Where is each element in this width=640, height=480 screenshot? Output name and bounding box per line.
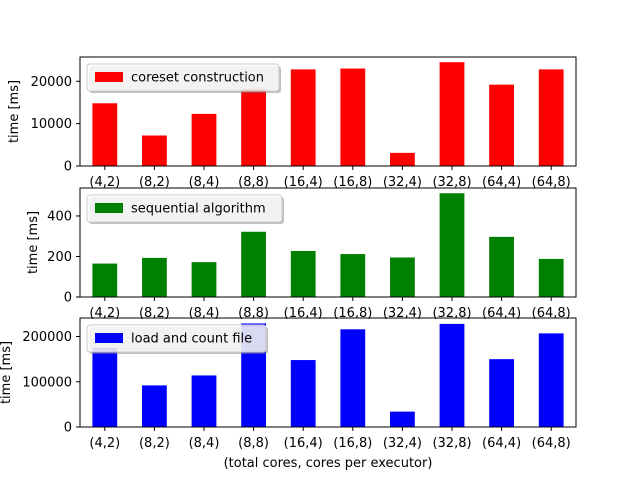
- bar-64-4: [489, 84, 514, 166]
- legend-box: [86, 63, 280, 92]
- bar-32-4: [390, 152, 415, 166]
- x-tick-label: (8,2): [139, 306, 170, 321]
- x-tick-label: (16,4): [284, 175, 323, 190]
- x-tick-label: (8,2): [139, 175, 170, 190]
- bar-32-8: [439, 193, 465, 297]
- x-tick-label: (4,2): [89, 175, 120, 190]
- x-tick-label: (32,4): [383, 175, 422, 190]
- legend-swatch: [95, 72, 123, 82]
- y-axis-label: time [ms]: [7, 80, 22, 143]
- bar-64-4: [489, 359, 514, 427]
- legend: sequential algorithm: [86, 194, 284, 224]
- bar-16-8: [340, 254, 366, 297]
- bar-8-8: [241, 88, 266, 166]
- x-tick-label: (32,8): [432, 175, 471, 190]
- legend-box: [86, 324, 267, 353]
- bar-4-2: [92, 347, 118, 427]
- x-tick-label: (16,8): [333, 306, 372, 321]
- x-tick-label: (8,4): [189, 175, 220, 190]
- legend-swatch: [95, 333, 123, 343]
- bar-64-4: [489, 236, 514, 297]
- y-tick-label: 10000: [31, 117, 72, 132]
- bar-32-4: [390, 257, 415, 297]
- x-tick-label: (64,4): [482, 175, 521, 190]
- x-tick-label: (64,4): [482, 306, 521, 321]
- x-tick-label: (8,8): [238, 436, 269, 451]
- x-tick-label: (32,4): [383, 306, 422, 321]
- legend-label: load and count file: [131, 332, 252, 347]
- bar-4-2: [92, 263, 118, 297]
- x-axis-label: (total cores, cores per executor): [224, 456, 433, 471]
- bar-8-2: [142, 257, 167, 297]
- plot-frame: [79, 56, 577, 167]
- bar-64-8: [538, 333, 564, 427]
- x-tick-label: (64,8): [532, 175, 571, 190]
- y-tick-label: 0: [64, 421, 72, 436]
- x-tick-label: (32,8): [432, 306, 471, 321]
- y-tick-label: 20000: [31, 75, 72, 90]
- bar-32-4: [390, 411, 415, 427]
- bar-16-8: [340, 68, 366, 166]
- y-axis-label: time [ms]: [0, 341, 14, 404]
- y-tick-label: 0: [64, 160, 72, 175]
- y-tick-label: 100000: [22, 375, 72, 390]
- x-tick-label: (8,8): [238, 306, 269, 321]
- bar-8-2: [142, 385, 167, 427]
- bar-4-2: [92, 103, 118, 166]
- y-tick-label: 200000: [22, 330, 72, 345]
- bar-8-4: [191, 375, 217, 427]
- bar-64-8: [538, 69, 564, 166]
- bar-16-4: [290, 69, 316, 166]
- x-tick-label: (8,2): [139, 436, 170, 451]
- subplot-3: (4,2) (8,2) (8,4) (8,8) (16,4) (16,8) (32,4) (3…: [0, 317, 577, 471]
- bar-8-8: [241, 231, 266, 297]
- x-tick-label: (16,8): [333, 436, 372, 451]
- x-tick-label: (64,8): [532, 436, 571, 451]
- x-tick-label: (16,4): [284, 306, 323, 321]
- x-tick-label: (4,2): [89, 306, 120, 321]
- bar-16-4: [290, 360, 316, 427]
- legend-label: coreset construction: [131, 71, 264, 86]
- bar-8-4: [191, 113, 217, 166]
- bar-32-8: [439, 62, 465, 166]
- legend-box: [86, 194, 283, 223]
- legend-label: sequential algorithm: [131, 202, 266, 217]
- legend: coreset construction: [86, 63, 281, 93]
- bar-32-8: [439, 323, 465, 427]
- y-tick-label: 200: [47, 250, 72, 265]
- x-tick-label: (8,8): [238, 175, 269, 190]
- bar-8-2: [142, 135, 167, 166]
- x-tick-label: (64,4): [482, 436, 521, 451]
- plot-frame: [79, 187, 577, 298]
- x-tick-label: (16,4): [284, 436, 323, 451]
- subplot-2: (4,2) (8,2) (8,4) (8,8) (16,4) (16,8) (32,4) (3…: [26, 187, 577, 321]
- x-tick-label: (4,2): [89, 436, 120, 451]
- x-tick-label: (32,8): [432, 436, 471, 451]
- x-tick-label: (64,8): [532, 306, 571, 321]
- bar-8-4: [191, 262, 217, 297]
- x-tick-label: (8,4): [189, 436, 220, 451]
- y-axis-label: time [ms]: [26, 211, 41, 274]
- x-tick-label: (16,8): [333, 175, 372, 190]
- subplot-1: (4,2) (8,2) (8,4) (8,8) (16,4) (16,8) (32,4) (3…: [7, 56, 577, 190]
- y-tick-label: 400: [47, 209, 72, 224]
- legend-swatch: [95, 203, 123, 213]
- bar-16-4: [290, 251, 316, 297]
- x-tick-label: (8,4): [189, 306, 220, 321]
- legend: load and count file: [86, 324, 268, 354]
- bar-16-8: [340, 329, 366, 427]
- x-tick-label: (32,4): [383, 436, 422, 451]
- plot-frame: [79, 317, 577, 428]
- bar-64-8: [538, 258, 564, 297]
- y-tick-label: 0: [64, 291, 72, 306]
